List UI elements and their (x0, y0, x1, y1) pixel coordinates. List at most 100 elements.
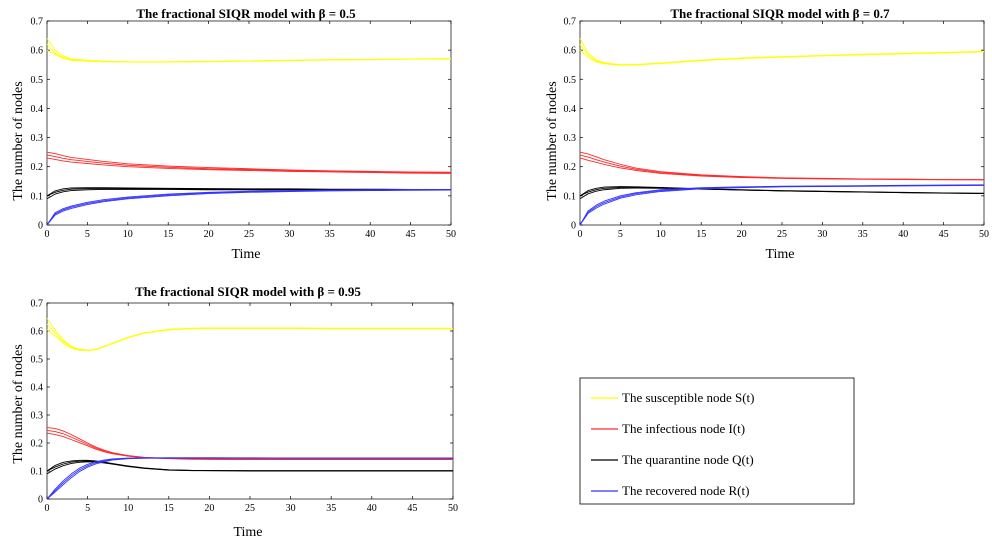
x-tick-label: 35 (858, 229, 868, 240)
legend-label-quarantine: The quarantine node Q(t) (622, 452, 754, 467)
x-tick-label: 15 (163, 229, 173, 240)
x-tick-label: 40 (898, 229, 908, 240)
x-tick-label: 15 (696, 229, 706, 240)
series-line-1-curve-3 (46, 328, 453, 352)
series-line-2-curve-2 (46, 154, 452, 174)
x-tick-label: 45 (939, 229, 949, 240)
y-tick-label: 0.2 (31, 439, 44, 450)
series-line-3-curve-3 (46, 461, 453, 475)
y-tick-label: 0.4 (31, 104, 44, 115)
legend-entry-susceptible: The susceptible node S(t) (591, 390, 755, 405)
chart-title: The fractional SIQR model with β = 0.95 (135, 284, 361, 299)
ticks-layer: 0 5 10 15 20 25 30 35 40 45 50 0 0.1 0.2 0.3 0.4 0.5 0.6 0… (31, 17, 457, 241)
y-tick-label: 0.7 (31, 17, 44, 28)
y-tick-label: 0.3 (31, 411, 44, 422)
series-line-4-curve-3 (46, 189, 452, 226)
legend-entry-quarantine: The quarantine node Q(t) (591, 452, 754, 467)
y-tick-label: 0.3 (564, 133, 577, 144)
legend-label-susceptible: The susceptible node S(t) (622, 390, 755, 405)
ticks-layer: 0 5 10 15 20 25 30 35 40 45 50 0 0.1 0.2 0.3 0.4 0.5 0.6 0… (564, 17, 990, 241)
legend-box (579, 377, 855, 505)
x-axis-label: Time (231, 247, 260, 262)
y-tick-label: 0.4 (564, 104, 577, 115)
series-line-2-curve-1 (46, 151, 452, 173)
y-tick-label: 0.5 (31, 355, 44, 366)
x-tick-label: 30 (284, 229, 294, 240)
y-tick-label: 0 (38, 495, 43, 506)
y-tick-label: 0.6 (564, 46, 577, 57)
x-tick-label: 35 (326, 503, 336, 514)
y-tick-label: 0.6 (31, 46, 44, 57)
x-tick-label: 0 (45, 503, 50, 514)
series-line-1-curve-3 (46, 49, 452, 63)
legend-entry-recovered: The recovered node R(t) (591, 483, 749, 498)
series-line-4-curve-3 (46, 457, 453, 500)
x-tick-label: 45 (407, 503, 417, 514)
y-tick-label: 0 (38, 221, 43, 232)
series-line-2-curve-3 (579, 157, 984, 181)
plot-layer (46, 318, 453, 500)
series-line-4-curve-3 (579, 184, 985, 226)
x-tick-label: 40 (365, 229, 375, 240)
x-tick-label: 5 (85, 229, 90, 240)
series-line-3-curve-1 (46, 187, 451, 197)
y-tick-label: 0.5 (564, 75, 577, 86)
series-line-1-curve-3 (579, 49, 985, 66)
x-tick-label: 10 (656, 229, 666, 240)
x-tick-label: 10 (123, 503, 133, 514)
legend: The susceptible node S(t) The infectious… (579, 377, 855, 505)
x-tick-label: 50 (446, 229, 456, 240)
ticks-layer: 0 5 10 15 20 25 30 35 40 45 50 0 0.1 0.2 0.3 0.4 0.5 0.6 0… (31, 299, 459, 515)
chart-beta-0-5: The fractional SIQR model with β = 0.5 T… (11, 6, 456, 262)
chart-title: The fractional SIQR model with β = 0.5 (136, 6, 356, 21)
x-tick-label: 0 (578, 229, 583, 240)
y-tick-label: 0.4 (31, 383, 44, 394)
x-tick-label: 50 (448, 503, 458, 514)
x-axis-label: Time (765, 247, 794, 262)
x-tick-label: 30 (817, 229, 827, 240)
y-tick-label: 0.7 (564, 17, 577, 28)
x-tick-label: 25 (245, 503, 255, 514)
x-tick-label: 40 (367, 503, 377, 514)
y-tick-label: 0.2 (564, 162, 577, 173)
y-tick-label: 0 (571, 221, 576, 232)
x-axis-label: Time (233, 525, 262, 540)
x-tick-label: 5 (85, 503, 90, 514)
y-tick-label: 0.3 (31, 133, 44, 144)
series-line-2-curve-3 (46, 157, 452, 174)
y-tick-label: 0.2 (31, 162, 44, 173)
x-tick-label: 45 (406, 229, 416, 240)
y-axis-label: The number of nodes (11, 344, 26, 463)
x-tick-label: 10 (123, 229, 133, 240)
legend-label-infectious: The infectious node I(t) (622, 421, 745, 436)
y-tick-label: 0.1 (31, 467, 44, 478)
y-tick-label: 0.1 (564, 191, 577, 202)
x-tick-label: 35 (325, 229, 335, 240)
y-tick-label: 0.5 (31, 75, 44, 86)
plot-layer (46, 38, 452, 226)
y-tick-label: 0.1 (31, 191, 44, 202)
x-tick-label: 25 (777, 229, 787, 240)
x-tick-label: 0 (45, 229, 50, 240)
chart-beta-0-95: The fractional SIQR model with β = 0.95 … (11, 284, 458, 540)
series-line-2-curve-3 (46, 432, 453, 460)
y-axis-label: The number of nodes (11, 81, 26, 200)
series-line-4-curve-2 (46, 189, 451, 226)
x-tick-label: 20 (204, 229, 214, 240)
x-tick-label: 20 (737, 229, 747, 240)
plot-layer (579, 38, 985, 226)
x-tick-label: 30 (286, 503, 296, 514)
y-axis-label: The number of nodes (545, 81, 560, 200)
y-tick-label: 0.6 (31, 327, 44, 338)
legend-label-recovered: The recovered node R(t) (622, 483, 749, 498)
y-tick-label: 0.7 (31, 299, 44, 310)
legend-entry-infectious: The infectious node I(t) (591, 421, 745, 436)
chart-beta-0-7: The fractional SIQR model with β = 0.7 T… (545, 6, 989, 262)
chart-title: The fractional SIQR model with β = 0.7 (670, 6, 890, 21)
x-tick-label: 20 (204, 503, 214, 514)
x-tick-label: 5 (618, 229, 623, 240)
x-tick-label: 25 (244, 229, 254, 240)
x-tick-label: 15 (164, 503, 174, 514)
x-tick-label: 50 (979, 229, 989, 240)
